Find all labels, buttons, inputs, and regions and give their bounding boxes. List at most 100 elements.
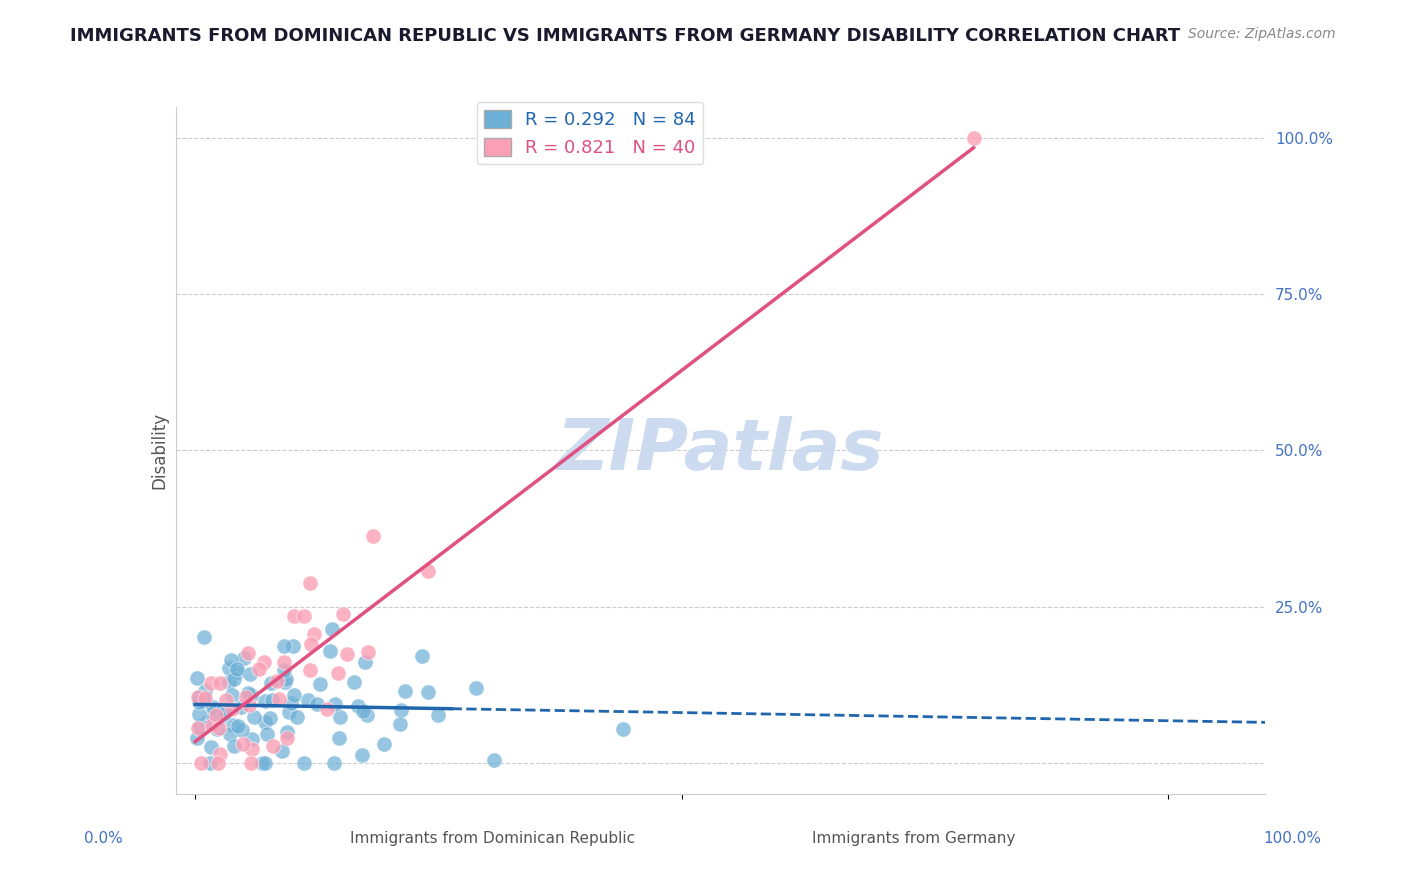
Point [254,694,277,708]
Point [292,609,315,624]
Point [254,756,277,770]
Point [200,740,222,755]
Point [276,731,298,745]
Point [260,676,283,690]
Point [200,676,222,690]
Point [236,686,259,700]
Point [427,708,450,723]
Y-axis label: Disability: Disability [150,412,169,489]
Point [235,690,257,705]
Point [254,714,277,729]
Point [274,672,297,686]
Text: 0.0%: 0.0% [84,831,124,846]
Point [962,131,984,145]
Point [336,647,359,661]
Point [273,663,295,677]
Point [207,756,229,770]
Point [221,688,243,702]
Point [326,665,349,680]
Point [273,674,295,689]
Point [323,756,346,770]
Point [328,731,350,745]
Point [218,661,240,675]
Point [218,675,240,690]
Point [201,699,224,714]
Point [219,727,242,741]
Point [232,737,254,751]
Point [308,677,330,691]
Point [201,718,224,732]
Point [202,706,225,721]
Point [188,695,211,709]
Point [283,609,305,624]
Text: IMMIGRANTS FROM DOMINICAN REPUBLIC VS IMMIGRANTS FROM GERMANY DISABILITY CORRELA: IMMIGRANTS FROM DOMINICAN REPUBLIC VS IM… [70,27,1181,45]
Point [219,653,242,667]
Point [252,756,274,770]
Point [187,690,209,704]
Point [332,607,354,621]
Point [271,744,294,758]
Point [190,756,212,770]
Point [350,747,373,762]
Point [205,723,228,737]
Text: Immigrants from Germany: Immigrants from Germany [813,831,1015,846]
Point [188,706,211,721]
Point [236,646,259,660]
Point [276,724,298,739]
Point [212,703,235,717]
Point [281,639,304,653]
Point [388,717,411,731]
Point [302,627,325,641]
Point [612,722,634,736]
Point [243,709,266,723]
Point [231,723,253,738]
Legend: R = 0.292   N = 84, R = 0.821   N = 40: R = 0.292 N = 84, R = 0.821 N = 40 [477,103,703,164]
Point [356,707,378,722]
Point [273,639,295,653]
Point [287,709,309,723]
Point [416,684,439,698]
Point [229,699,252,714]
Point [299,637,322,651]
Point [208,747,231,761]
Point [193,693,215,707]
Point [215,693,238,707]
Point [240,742,263,756]
Point [352,704,374,718]
Point [214,706,236,720]
Point [391,702,413,716]
Text: Source: ZipAtlas.com: Source: ZipAtlas.com [1188,27,1336,41]
Point [226,718,249,732]
Point [280,697,302,711]
Point [266,674,288,689]
Point [198,756,221,770]
Point [354,655,377,669]
Point [325,697,347,711]
Point [188,690,211,704]
Point [416,564,439,578]
Point [240,731,263,746]
Point [208,711,231,725]
Point [259,711,281,725]
Point [224,739,246,753]
Point [194,684,217,698]
Point [267,691,290,706]
Point [238,698,260,712]
Point [347,699,370,714]
Point [239,756,262,770]
Point [292,756,315,770]
Point [465,681,488,696]
Point [273,655,295,669]
Point [194,690,217,705]
Point [318,644,340,658]
Text: ZIPatlas: ZIPatlas [557,416,884,485]
Point [195,714,218,729]
Point [262,693,284,707]
Point [226,665,249,679]
Point [208,721,231,735]
Point [232,651,254,665]
Text: 100.0%: 100.0% [1264,831,1322,846]
Point [411,648,433,663]
Point [239,688,262,702]
Point [205,706,228,721]
